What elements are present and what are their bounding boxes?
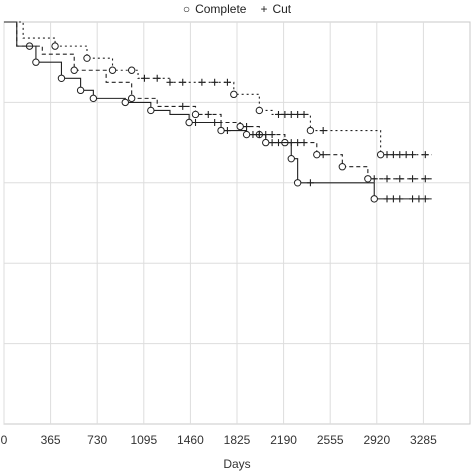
censor-marker xyxy=(204,110,212,118)
censor-marker xyxy=(409,151,417,159)
circle-icon: ○ xyxy=(182,2,191,16)
censor-marker xyxy=(300,110,308,118)
legend: ○ Complete + Cut xyxy=(0,0,474,18)
censor-marker xyxy=(396,151,404,159)
x-tick-label: 3285 xyxy=(410,433,437,447)
censor-marker xyxy=(319,151,327,159)
grid xyxy=(3,21,471,425)
x-axis-title: Days xyxy=(223,457,250,471)
legend-item-complete: ○ Complete xyxy=(183,2,247,16)
event-marker xyxy=(255,106,264,115)
censor-marker xyxy=(383,195,391,203)
series-line xyxy=(4,21,432,180)
event-marker xyxy=(147,106,155,115)
censor-marker xyxy=(396,195,404,203)
event-marker xyxy=(127,94,136,103)
event-marker xyxy=(236,122,244,131)
censor-marker xyxy=(421,175,429,183)
x-tick-label: 1460 xyxy=(177,433,204,447)
event-marker xyxy=(32,58,40,66)
event-marker xyxy=(313,150,321,159)
censor-marker xyxy=(409,195,417,203)
event-marker xyxy=(376,150,385,159)
censor-marker xyxy=(179,102,187,110)
event-marker xyxy=(217,126,225,135)
censor-marker xyxy=(389,195,397,203)
series-line xyxy=(4,21,432,156)
censor-marker xyxy=(211,78,219,86)
censor-marker xyxy=(268,139,276,147)
censor-marker xyxy=(421,151,429,159)
event-marker xyxy=(293,179,302,187)
censor-marker xyxy=(287,110,295,118)
x-tick-label: 1095 xyxy=(130,433,157,447)
censor-marker xyxy=(396,175,404,183)
censor-marker xyxy=(370,175,378,183)
event-marker xyxy=(364,175,372,183)
event-marker xyxy=(338,163,347,171)
censor-marker xyxy=(294,110,302,118)
event-marker xyxy=(108,66,117,74)
censor-marker xyxy=(300,139,308,147)
event-marker xyxy=(121,98,129,107)
event-marker xyxy=(191,110,200,119)
censor-marker xyxy=(153,74,161,82)
censor-marker xyxy=(319,127,327,135)
censor-marker xyxy=(294,139,302,147)
event-marker xyxy=(127,66,136,74)
legend-label-complete: Complete xyxy=(195,2,247,16)
x-tick-label: 2920 xyxy=(363,433,390,447)
event-marker xyxy=(83,54,91,62)
censor-marker xyxy=(402,151,410,159)
event-marker xyxy=(370,195,378,203)
x-tick-label: 2190 xyxy=(270,433,297,447)
censor-marker xyxy=(389,151,397,159)
x-tick-label: 2555 xyxy=(317,433,344,447)
censor-marker xyxy=(421,195,429,203)
censor-marker xyxy=(179,78,187,86)
x-axis: 0 365 730 1095 1460 1825 2190 2555 2920 3285 xyxy=(1,433,437,447)
event-marker xyxy=(51,42,59,50)
censor-marker xyxy=(383,175,391,183)
event-marker xyxy=(287,154,295,163)
censor-marker xyxy=(306,179,314,187)
series-1 xyxy=(4,21,432,159)
censor-marker xyxy=(274,139,282,147)
censor-marker xyxy=(249,131,257,139)
series-layer xyxy=(4,21,432,203)
censor-marker xyxy=(409,175,417,183)
censor-marker xyxy=(268,131,276,139)
event-marker xyxy=(242,130,251,139)
censor-marker xyxy=(198,78,206,86)
event-marker xyxy=(76,86,85,95)
series-3 xyxy=(4,21,432,203)
x-tick-label: 0 xyxy=(1,433,8,447)
legend-item-cut: + Cut xyxy=(260,2,291,16)
event-marker xyxy=(185,118,193,127)
event-marker xyxy=(89,94,98,103)
censor-marker xyxy=(223,78,231,86)
censor-marker xyxy=(255,131,263,139)
censor-marker xyxy=(211,119,219,126)
censor-marker xyxy=(223,127,231,135)
legend-label-cut: Cut xyxy=(272,2,292,16)
event-marker xyxy=(70,66,78,74)
censor-marker xyxy=(281,110,289,118)
censor-marker xyxy=(415,195,423,203)
x-tick-label: 365 xyxy=(41,433,61,447)
censor-marker xyxy=(166,78,174,86)
event-marker xyxy=(306,126,315,135)
event-marker xyxy=(230,90,238,99)
censor-marker xyxy=(140,74,148,82)
event-marker xyxy=(262,138,270,147)
event-marker xyxy=(57,74,66,82)
censor-marker xyxy=(383,151,391,159)
x-tick-label: 1825 xyxy=(224,433,251,447)
censor-marker xyxy=(243,123,251,131)
censor-marker xyxy=(192,119,200,126)
x-tick-label: 730 xyxy=(87,433,107,447)
censor-marker xyxy=(274,110,282,118)
plus-icon: + xyxy=(260,2,268,16)
